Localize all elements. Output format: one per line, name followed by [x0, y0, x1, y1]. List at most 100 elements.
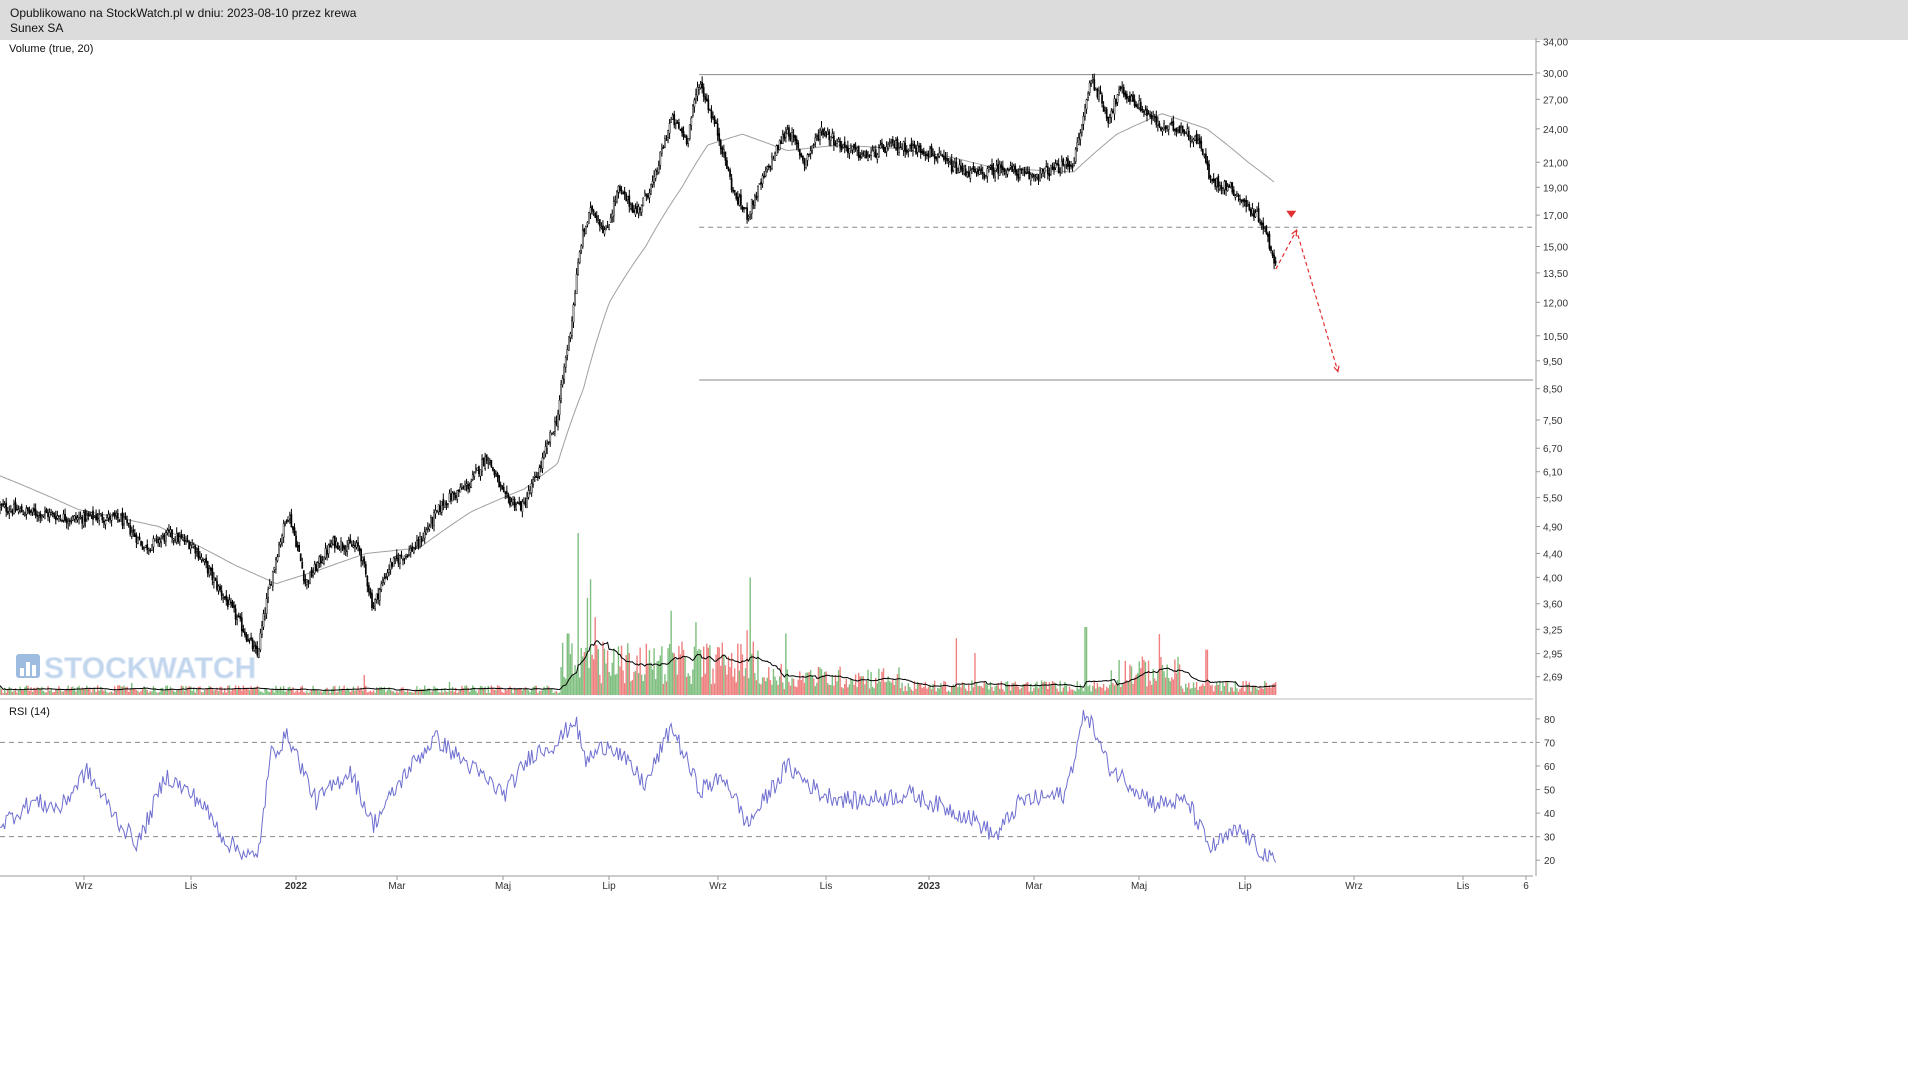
candle-body: [628, 195, 631, 207]
candle-body: [333, 535, 336, 549]
volume-bar: [380, 686, 382, 695]
price-tick-label: 4,40: [1543, 549, 1563, 560]
candle-body: [671, 114, 674, 120]
volume-bar: [836, 681, 838, 695]
candle-body: [1110, 110, 1113, 118]
volume-bar: [881, 671, 883, 695]
candle-body: [557, 413, 559, 427]
volume-bar: [400, 687, 403, 695]
volume-bar: [24, 687, 26, 695]
volume-bar: [823, 671, 826, 695]
candle-body: [933, 153, 936, 159]
candle-body: [667, 130, 669, 138]
volume-bar: [293, 692, 296, 695]
volume-bar: [44, 692, 46, 695]
candle-body: [402, 559, 404, 561]
candle-body: [1093, 79, 1096, 91]
candle-body: [1155, 116, 1158, 125]
volume-bar: [430, 691, 432, 695]
price-tick-label: 3,60: [1543, 600, 1563, 611]
candle-body: [988, 167, 990, 171]
volume-bar: [574, 665, 576, 695]
candle-body: [1119, 86, 1122, 90]
candle-body: [983, 174, 986, 179]
candle-body: [1143, 110, 1145, 113]
volume-bar: [958, 685, 961, 695]
candle-body: [1149, 114, 1151, 117]
volume-bar: [289, 686, 291, 695]
volume-bar: [1180, 685, 1182, 695]
candle-body: [1009, 165, 1012, 168]
volume-bar: [351, 690, 353, 695]
volume-bar: [1225, 681, 1227, 695]
candle-body: [270, 584, 273, 586]
candle-body: [1232, 189, 1235, 197]
volume-bar: [479, 685, 482, 695]
volume-bar: [7, 688, 9, 695]
candle-body: [386, 572, 389, 577]
volume-bar: [360, 687, 362, 695]
volume-bar: [468, 691, 471, 695]
volume-bar: [524, 687, 527, 695]
volume-bar: [670, 610, 672, 695]
candle-body: [1099, 90, 1102, 95]
candles: [0, 73, 1277, 659]
candle-body: [454, 495, 457, 498]
candle-body: [588, 212, 590, 224]
candle-body: [600, 226, 603, 229]
candle-body: [532, 478, 535, 485]
volume-bar: [84, 688, 86, 695]
candle-body: [518, 502, 521, 505]
volume-bar: [36, 687, 38, 695]
volume-bar: [112, 692, 114, 695]
volume-bar: [774, 676, 776, 695]
volume-bar: [664, 674, 666, 695]
candle-body: [106, 517, 108, 521]
candle-body: [950, 159, 953, 172]
candle-body: [1166, 127, 1169, 129]
candle-body: [1136, 107, 1139, 109]
volume-bar: [541, 690, 544, 695]
volume-bar: [876, 683, 878, 695]
candle-body: [705, 98, 708, 102]
volume-bar: [830, 684, 832, 695]
candle-body: [781, 134, 784, 145]
candle-body: [1115, 98, 1117, 105]
candle-body: [643, 192, 646, 197]
volume-bar: [129, 688, 131, 695]
volume-bar: [761, 677, 764, 695]
volume-bar: [623, 683, 626, 695]
candle-body: [1200, 140, 1203, 149]
candle-body: [349, 538, 352, 544]
candle-body: [1108, 117, 1111, 124]
candle-body: [874, 149, 877, 158]
volume-bar: [504, 688, 506, 695]
candle-body: [174, 540, 177, 542]
volume-bar: [1073, 690, 1075, 695]
candle-body: [130, 531, 133, 537]
candle-body: [59, 518, 62, 520]
candle-body: [1262, 222, 1265, 230]
candle-body: [363, 558, 366, 564]
volume-bar: [214, 689, 217, 695]
volume-bar: [769, 680, 772, 695]
volume-bar: [822, 674, 824, 695]
candle-body: [1068, 164, 1071, 167]
candle-body: [279, 541, 282, 545]
volume-bar: [782, 682, 784, 695]
candle-body: [921, 150, 924, 154]
volume-bar: [106, 692, 108, 695]
volume-bar: [338, 686, 341, 695]
volume-bar: [194, 692, 196, 695]
volume-bar: [963, 684, 965, 695]
candle-body: [1084, 107, 1086, 117]
volume-bar: [273, 692, 276, 695]
candle-body: [947, 160, 950, 163]
candle-body: [1222, 188, 1224, 191]
candle-body: [554, 421, 556, 432]
candle-body: [30, 510, 32, 513]
candle-body: [502, 486, 505, 493]
candle-body: [462, 486, 465, 489]
candle-body: [749, 211, 752, 215]
candle-body: [1062, 158, 1065, 166]
